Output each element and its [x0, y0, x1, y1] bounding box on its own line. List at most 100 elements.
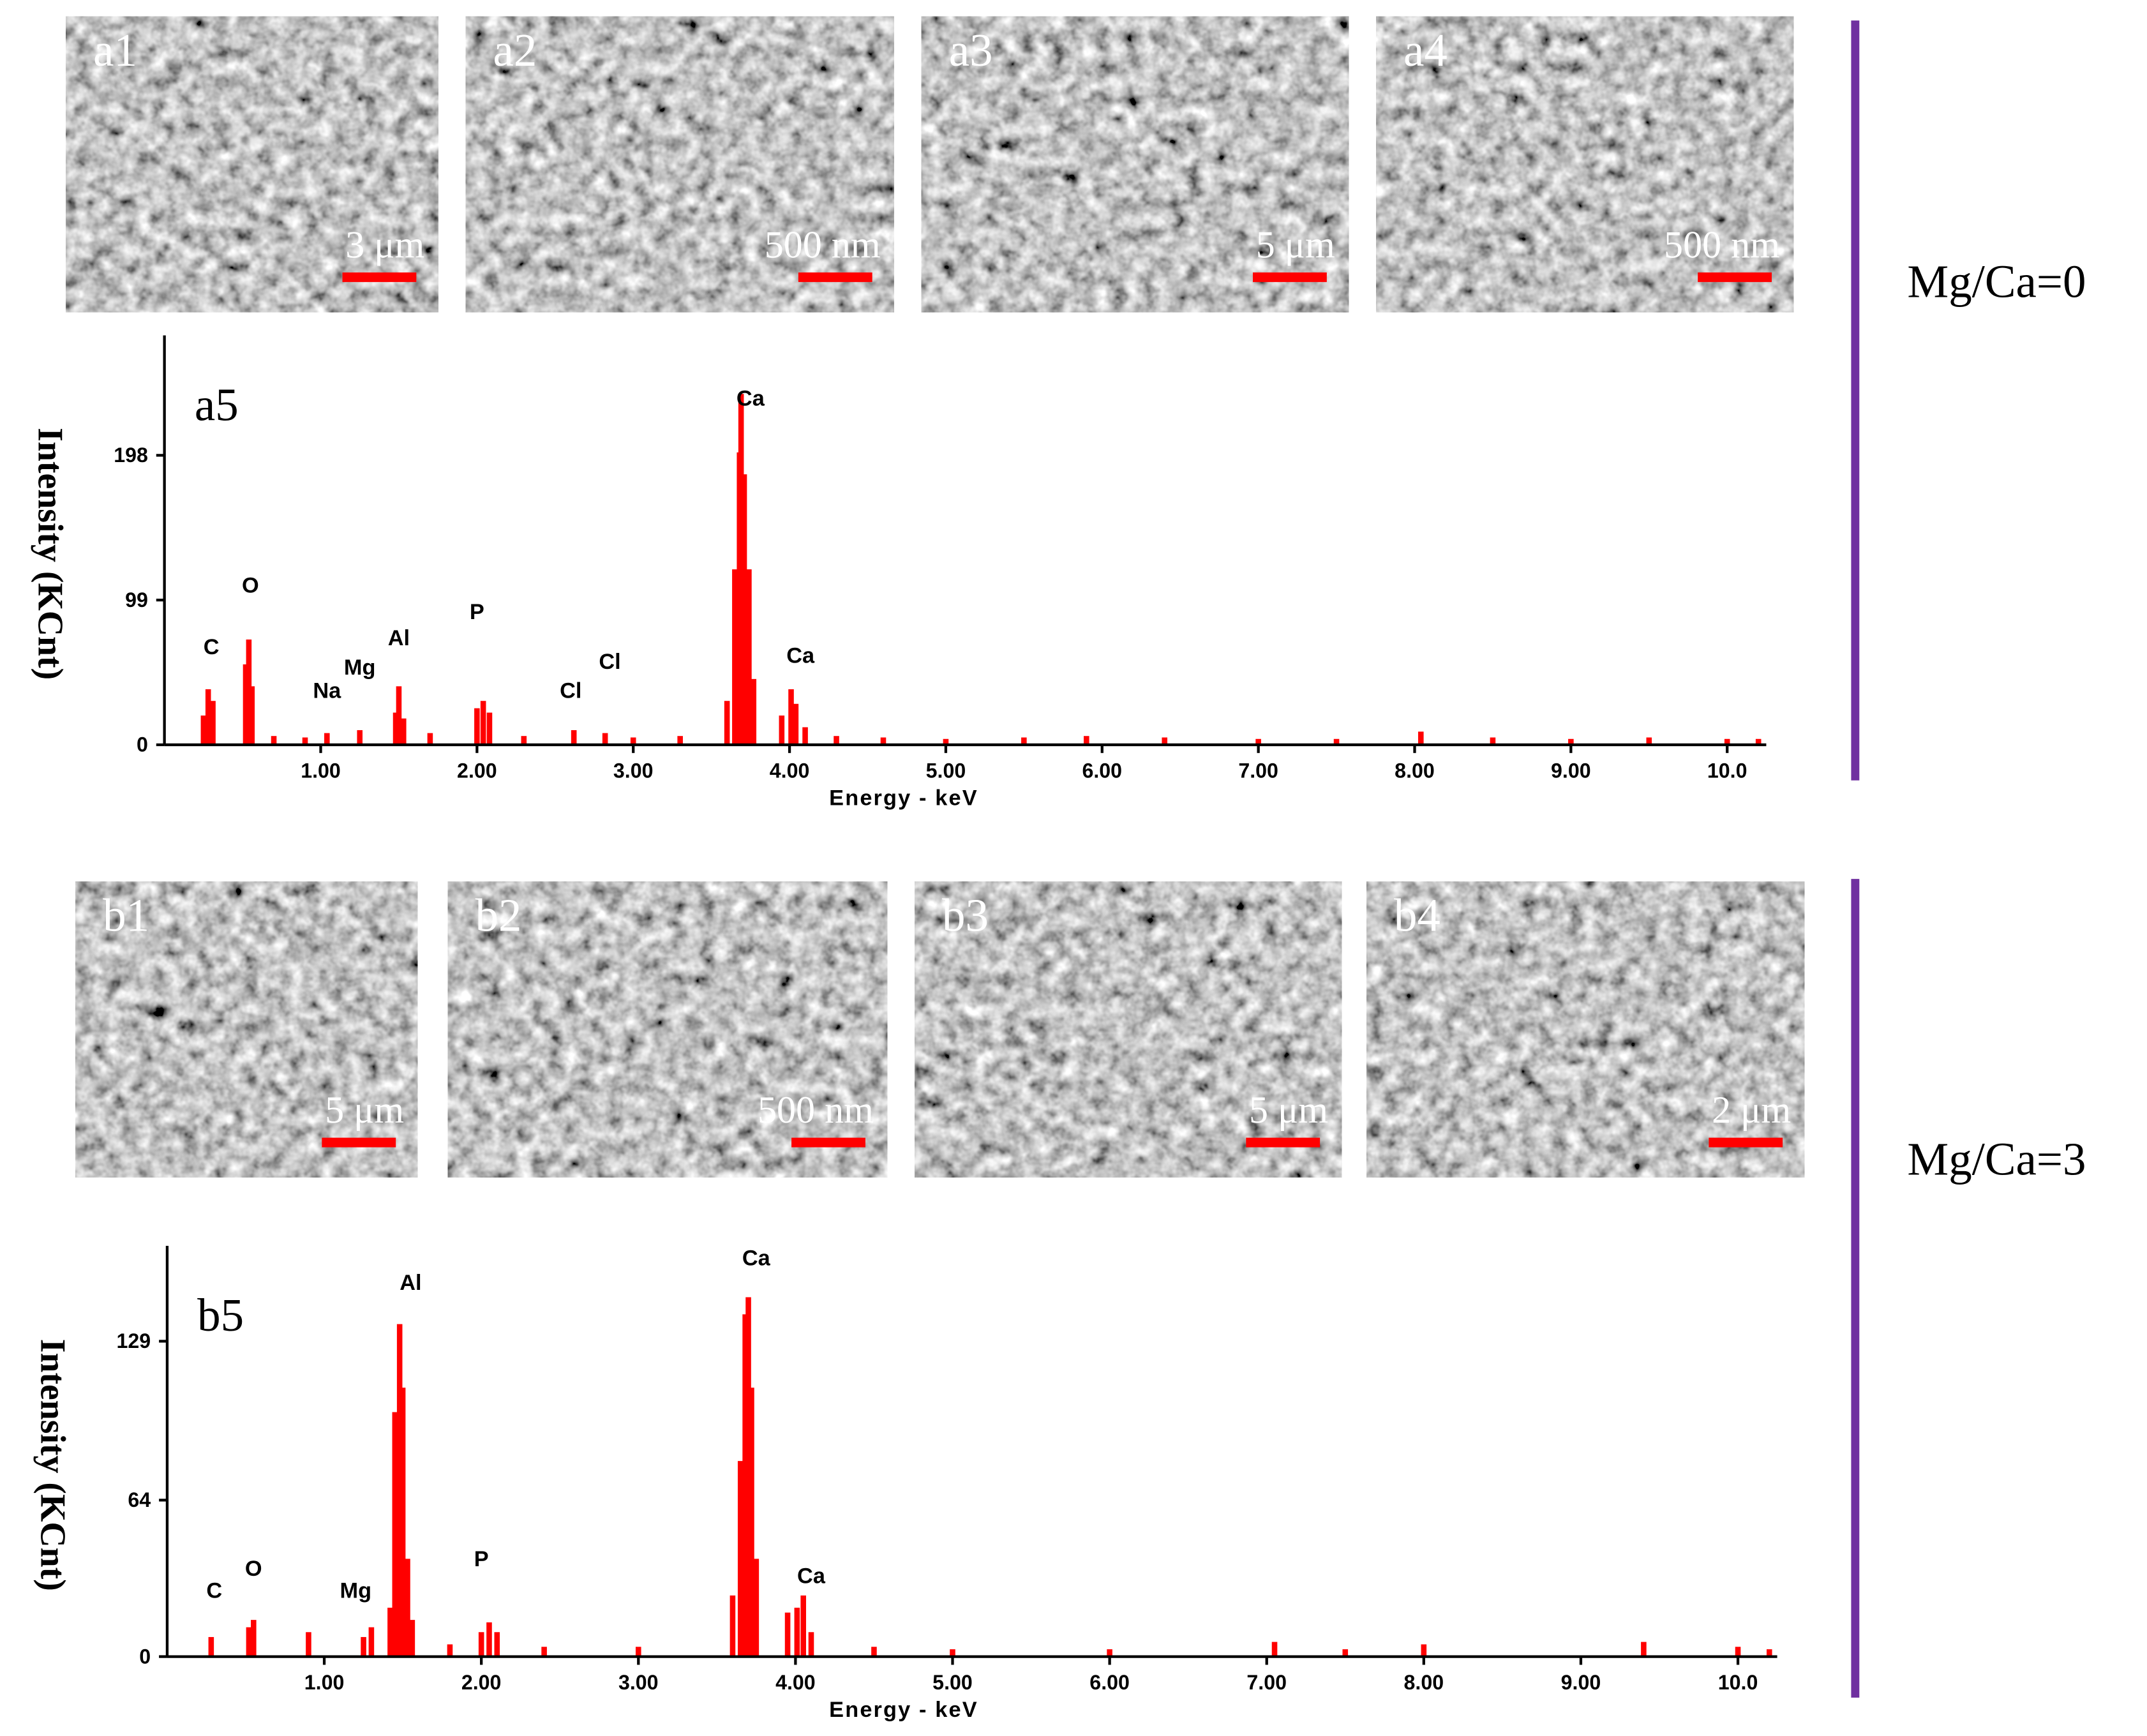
- peak-label: P: [470, 600, 484, 624]
- spectrum-bar: [392, 1412, 398, 1657]
- y-tick-label: 129: [117, 1329, 151, 1352]
- x-tick-label: 1.00: [304, 1671, 345, 1694]
- sem-image: [75, 881, 418, 1178]
- spectrum-bar: [753, 1559, 759, 1657]
- x-tick-label: 2.00: [461, 1671, 502, 1694]
- peak-label: O: [242, 574, 259, 598]
- x-tick-label: 6.00: [1082, 759, 1122, 782]
- y-axis-label: Intensity (KCnt): [30, 428, 70, 680]
- panel-label: b1: [103, 890, 149, 941]
- scale-bar: [791, 1137, 865, 1148]
- spectrum-bar: [243, 664, 249, 745]
- peak-label: Cl: [560, 679, 581, 703]
- spectrum-bar: [246, 1627, 252, 1657]
- spectrum-bar: [1084, 736, 1089, 745]
- spectrum-bar: [405, 1559, 410, 1657]
- y-axis-label: Intensity (KCnt): [33, 1339, 73, 1591]
- x-tick-label: 2.00: [457, 759, 497, 782]
- peak-label: Ca: [786, 644, 815, 668]
- scale-bar: [1246, 1137, 1320, 1148]
- spectrum-bar: [808, 1632, 814, 1657]
- panel-label: b3: [942, 890, 989, 941]
- spectrum-bar: [742, 1314, 748, 1657]
- x-axis-label: Energy - keV: [829, 1698, 978, 1722]
- sem-image: [447, 881, 888, 1178]
- scale-bar-label: 2 μm: [1712, 1088, 1791, 1131]
- spectrum-bar: [1021, 737, 1027, 745]
- spectrum-bar: [324, 733, 330, 745]
- spectrum-bar: [737, 1461, 744, 1657]
- panel-label: a3: [949, 24, 993, 76]
- spectrum-bar: [677, 736, 683, 745]
- spectrum-bar: [724, 701, 730, 745]
- spectrum-bar: [200, 715, 207, 745]
- sem-image: [1376, 16, 1794, 313]
- spectrum-bar: [396, 686, 402, 745]
- scale-bar-label: 5 μm: [1256, 223, 1335, 266]
- peak-label: O: [245, 1557, 262, 1581]
- spectrum-bar: [210, 701, 216, 745]
- spectrum-bar: [779, 715, 785, 745]
- spectrum-bar: [1162, 737, 1168, 745]
- spectrum-bar: [751, 678, 757, 745]
- spectrum-bar: [793, 703, 799, 745]
- spectrum-bar: [950, 1649, 955, 1657]
- x-tick-label: 4.00: [775, 1671, 816, 1694]
- peak-label: Al: [388, 626, 410, 650]
- spectrum-bar: [784, 1612, 791, 1657]
- spectrum-bar: [1418, 731, 1424, 745]
- spectrum-bar: [1735, 1647, 1741, 1657]
- panel-label: b2: [475, 890, 522, 941]
- scale-bar: [342, 272, 417, 282]
- peak-label: Na: [313, 679, 341, 703]
- spectrum-bar: [486, 712, 493, 745]
- peak-label: Ca: [737, 387, 765, 411]
- peak-label: P: [474, 1547, 489, 1571]
- x-tick-label: 5.00: [932, 1671, 973, 1694]
- spectrum-bar: [361, 1636, 366, 1657]
- spectrum-bar: [1724, 738, 1730, 745]
- spectrum-bar: [400, 1388, 406, 1657]
- spectrum-bar: [521, 736, 527, 745]
- spectrum-bar: [571, 730, 577, 745]
- spectrum-bar: [732, 569, 738, 745]
- sem-image: [921, 16, 1349, 313]
- y-tick-label: 99: [125, 588, 148, 611]
- x-tick-label: 5.00: [926, 759, 966, 782]
- spectrum-bar: [871, 1647, 877, 1657]
- spectrum-bar: [1271, 1642, 1278, 1657]
- spectrum-bar: [427, 733, 433, 745]
- x-tick-label: 6.00: [1089, 1671, 1130, 1694]
- spectrum-bar: [357, 730, 363, 745]
- x-tick-label: 7.00: [1238, 759, 1278, 782]
- scale-bar: [1709, 1137, 1783, 1148]
- spectrum-bar: [1255, 738, 1261, 745]
- y-tick-label: 64: [128, 1488, 151, 1511]
- spectrum-bar: [1342, 1649, 1349, 1657]
- scale-bar-label: 5 μm: [325, 1088, 404, 1131]
- scale-bar: [798, 272, 872, 282]
- spectrum-bar: [393, 712, 399, 745]
- peak-label: C: [204, 635, 220, 659]
- spectrum-bar: [1766, 1649, 1772, 1657]
- y-tick-label: 198: [114, 444, 148, 467]
- y-tick-label: 0: [137, 733, 148, 756]
- spectrum-bar: [1421, 1644, 1427, 1657]
- x-tick-label: 3.00: [618, 1671, 659, 1694]
- x-tick-label: 9.00: [1561, 1671, 1601, 1694]
- spectrum-bar: [302, 737, 308, 745]
- group-label: Mg/Ca=0: [1907, 255, 2086, 307]
- spectrum-bar: [1641, 1642, 1647, 1657]
- x-axis-label: Energy - keV: [829, 786, 978, 810]
- spectrum-bar: [251, 1620, 257, 1657]
- spectrum-bar: [494, 1632, 500, 1657]
- spectrum-bar: [409, 1620, 415, 1657]
- panel-label: a4: [1403, 24, 1448, 76]
- spectrum-bar: [745, 1297, 751, 1657]
- spectrum-bar: [480, 701, 486, 745]
- spectrum-bar: [749, 1388, 754, 1657]
- scale-bar: [1253, 272, 1327, 282]
- peak-label: Mg: [340, 1579, 371, 1603]
- scale-bar-label: 3 μm: [345, 223, 424, 266]
- scale-bar: [322, 1137, 396, 1148]
